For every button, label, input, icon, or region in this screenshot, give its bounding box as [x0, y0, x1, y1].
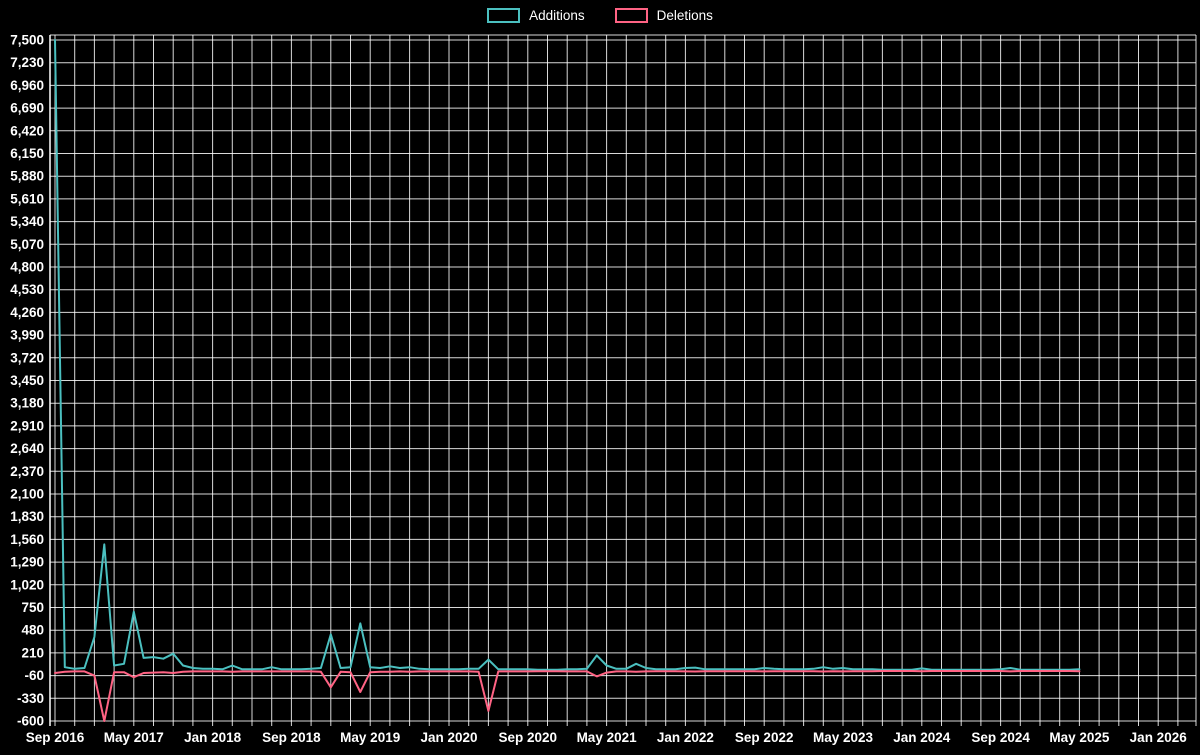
- svg-text:Sep 2024: Sep 2024: [971, 730, 1030, 745]
- svg-text:Sep 2020: Sep 2020: [499, 730, 558, 745]
- svg-text:750: 750: [21, 600, 44, 615]
- chart-legend: Additions Deletions: [0, 8, 1200, 23]
- legend-item-additions[interactable]: Additions: [487, 8, 585, 23]
- svg-text:6,420: 6,420: [10, 123, 44, 138]
- svg-text:2,100: 2,100: [10, 487, 44, 502]
- svg-text:480: 480: [21, 623, 44, 638]
- legend-label-deletions: Deletions: [656, 7, 713, 23]
- additions-swatch: [487, 8, 521, 23]
- svg-text:Jan 2018: Jan 2018: [184, 730, 242, 745]
- deletions-swatch: [614, 8, 648, 23]
- svg-text:3,180: 3,180: [10, 396, 44, 411]
- svg-text:7,500: 7,500: [10, 33, 44, 48]
- svg-text:1,560: 1,560: [10, 532, 44, 547]
- svg-text:May 2023: May 2023: [813, 730, 874, 745]
- svg-text:2,640: 2,640: [10, 441, 44, 456]
- svg-text:Jan 2022: Jan 2022: [657, 730, 714, 745]
- svg-text:May 2021: May 2021: [577, 730, 638, 745]
- svg-text:Jan 2020: Jan 2020: [420, 730, 477, 745]
- svg-text:1,830: 1,830: [10, 509, 44, 524]
- svg-text:Sep 2022: Sep 2022: [735, 730, 794, 745]
- svg-text:6,960: 6,960: [10, 78, 44, 93]
- svg-text:Sep 2016: Sep 2016: [26, 730, 85, 745]
- svg-text:May 2019: May 2019: [340, 730, 400, 745]
- svg-text:1,020: 1,020: [10, 577, 44, 592]
- svg-text:-600: -600: [17, 714, 44, 729]
- svg-text:5,340: 5,340: [10, 214, 44, 229]
- legend-label-additions: Additions: [529, 7, 585, 23]
- svg-text:4,260: 4,260: [10, 305, 44, 320]
- svg-text:5,610: 5,610: [10, 191, 44, 206]
- svg-text:3,990: 3,990: [10, 328, 44, 343]
- svg-text:1,290: 1,290: [10, 555, 44, 570]
- svg-text:2,370: 2,370: [10, 464, 44, 479]
- svg-text:6,150: 6,150: [10, 146, 44, 161]
- svg-text:6,690: 6,690: [10, 101, 44, 116]
- svg-text:-330: -330: [17, 691, 44, 706]
- svg-text:Sep 2018: Sep 2018: [262, 730, 321, 745]
- legend-item-deletions[interactable]: Deletions: [614, 7, 713, 23]
- svg-text:4,800: 4,800: [10, 260, 44, 275]
- svg-text:7,230: 7,230: [10, 55, 44, 70]
- svg-text:May 2017: May 2017: [104, 730, 164, 745]
- svg-text:-60: -60: [24, 668, 44, 683]
- svg-text:Jan 2026: Jan 2026: [1130, 730, 1188, 745]
- svg-text:5,070: 5,070: [10, 237, 44, 252]
- svg-text:5,880: 5,880: [10, 169, 44, 184]
- svg-text:2,910: 2,910: [10, 418, 44, 433]
- svg-text:4,530: 4,530: [10, 282, 44, 297]
- svg-text:May 2025: May 2025: [1049, 730, 1110, 745]
- svg-text:Jan 2024: Jan 2024: [893, 730, 951, 745]
- svg-text:3,450: 3,450: [10, 373, 44, 388]
- svg-text:3,720: 3,720: [10, 350, 44, 365]
- svg-text:210: 210: [21, 645, 44, 660]
